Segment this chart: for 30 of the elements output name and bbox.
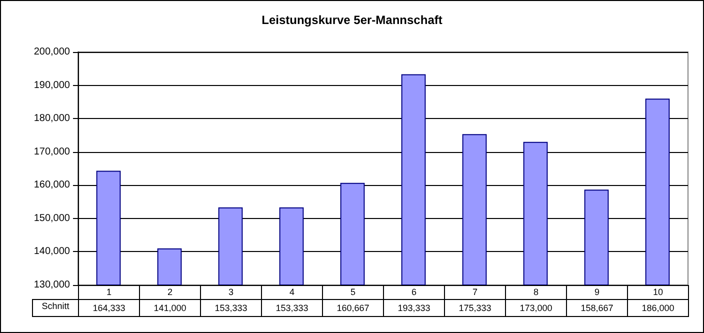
data-label: 153,333	[200, 299, 262, 317]
data-label: 193,333	[383, 299, 445, 317]
y-tick-label: 130,000	[34, 280, 70, 290]
data-label: 153,333	[261, 299, 323, 317]
x-tick-label: 5	[322, 285, 384, 300]
x-tick-label: 8	[505, 285, 567, 300]
y-tick-label: 150,000	[34, 212, 70, 224]
y-tick-label: 170,000	[34, 146, 70, 158]
chart-title: Leistungskurve 5er-Mannschaft	[262, 13, 442, 27]
x-tick-label: 4	[261, 285, 323, 300]
x-tick-label: 9	[566, 285, 628, 300]
x-tick-label: 2	[139, 285, 201, 300]
x-tick-label: 7	[444, 285, 506, 300]
x-tick-label: 6	[383, 285, 445, 300]
y-tick-label: 180,000	[34, 113, 70, 124]
data-label: 164,333	[78, 299, 140, 317]
data-label: 141,000	[139, 299, 201, 317]
data-label: 158,667	[566, 299, 628, 317]
y-tick-label: 190,000	[34, 80, 70, 91]
y-tick-label: 160,000	[34, 180, 70, 191]
x-tick-label: 1	[78, 285, 140, 300]
data-label: 175,333	[444, 299, 506, 317]
text: Schnitt	[32, 299, 79, 317]
data-label: 160,667	[322, 299, 384, 317]
y-tick-label: 140,000	[34, 246, 70, 258]
data-label: 186,000	[627, 299, 689, 317]
y-tick-label: 200,000	[34, 46, 70, 58]
x-tick-label: 10	[627, 285, 689, 300]
x-tick-label: 3	[200, 285, 262, 300]
data-label: 173,000	[505, 299, 567, 317]
